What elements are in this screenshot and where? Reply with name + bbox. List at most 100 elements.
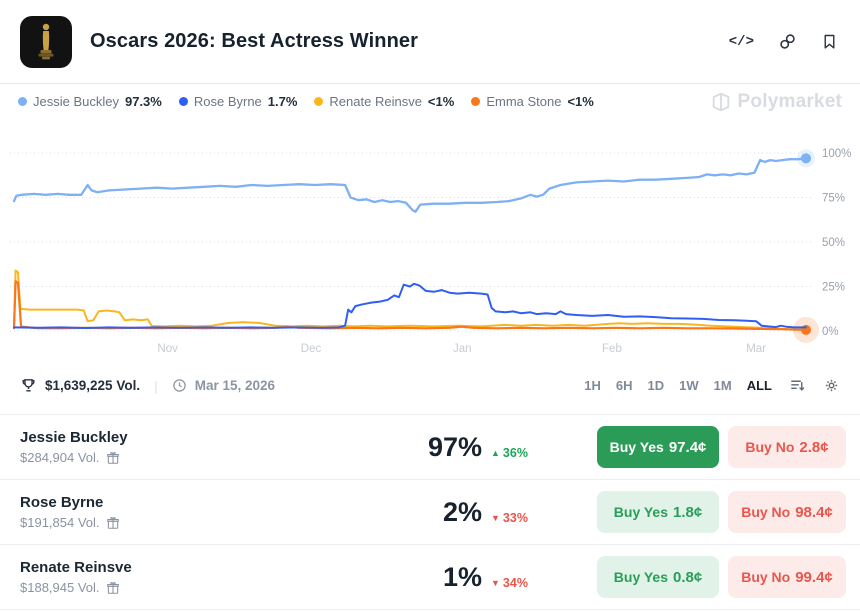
legend-item-jessie-buckley[interactable]: Jessie Buckley 97.3% — [18, 94, 162, 109]
outcome-price-block: 2% ▼ 33% — [400, 497, 569, 528]
legend-name: Emma Stone — [486, 94, 562, 109]
copy-link-icon[interactable] — [778, 32, 797, 51]
buy-yes-label: Buy Yes — [613, 569, 669, 585]
x-axis-label-Feb: Feb — [602, 343, 622, 355]
x-axis-label-Jan: Jan — [453, 343, 472, 355]
total-volume: $1,639,225 Vol. — [45, 378, 141, 393]
buy-yes-label: Buy Yes — [613, 504, 669, 520]
outcome-volume: $191,854 Vol. — [20, 515, 400, 530]
buy-yes-price: 1.8¢ — [673, 503, 703, 521]
chart-legend: Jessie Buckley 97.3% Rose Byrne 1.7% Ren… — [0, 84, 860, 119]
outcome-volume-text: $284,904 Vol. — [20, 450, 100, 465]
polymarket-logo-icon — [712, 92, 729, 111]
y-axis-label-100%: 100% — [822, 148, 851, 160]
arrow-up-icon: ▲ — [491, 447, 500, 458]
x-axis-label-Dec: Dec — [301, 343, 322, 355]
outcome-buttons: Buy Yes 1.8¢ Buy No 98.4¢ — [597, 491, 846, 533]
legend-dot-blue — [178, 97, 188, 106]
outcome-row-rose-byrne[interactable]: Rose Byrne $191,854 Vol. 2% ▼ 33% Buy Ye… — [0, 479, 860, 544]
outcome-price-block: 97% ▲ 36% — [400, 432, 569, 463]
range-button-1w[interactable]: 1W — [679, 378, 699, 393]
bottom-divider — [0, 609, 860, 610]
market-header: Oscars 2026: Best Actress Winner </> — [0, 0, 860, 83]
range-button-all[interactable]: ALL — [746, 378, 772, 393]
outcome-row-renate-reinsve[interactable]: Renate Reinsve $188,945 Vol. 1% ▼ 34% Bu… — [0, 544, 860, 609]
price-chart-svg[interactable]: 100% 75% 50% 25% 0% Nov Dec Jan Feb Mar — [0, 119, 860, 357]
watermark-text: Polymarket — [737, 90, 842, 112]
legend-item-emma-stone[interactable]: Emma Stone <1% — [471, 94, 594, 109]
toolbar-left: $1,639,225 Vol. | Mar 15, 2026 — [20, 377, 275, 394]
outcome-info: Jessie Buckley $284,904 Vol. — [20, 429, 400, 465]
toolbar-separator: | — [154, 377, 158, 394]
bookmark-icon[interactable] — [821, 32, 838, 51]
x-axis-label-Mar: Mar — [746, 343, 766, 355]
buy-no-button[interactable]: Buy No 99.4¢ — [728, 556, 846, 598]
legend-name: Rose Byrne — [193, 94, 262, 109]
gift-icon[interactable] — [106, 516, 120, 530]
buy-no-button[interactable]: Buy No 2.8¢ — [728, 426, 846, 468]
outcome-row-jessie-buckley[interactable]: Jessie Buckley $284,904 Vol. 97% ▲ 36% B… — [0, 414, 860, 479]
change-badge-down: ▼ 33% — [491, 511, 569, 525]
price-chart[interactable]: 100% 75% 50% 25% 0% Nov Dec Jan Feb Mar — [0, 119, 860, 357]
clock-icon — [172, 379, 186, 392]
legend-name: Renate Reinsve — [329, 94, 422, 109]
header-divider — [0, 83, 860, 84]
buy-no-label: Buy No — [745, 439, 795, 455]
legend-item-rose-byrne[interactable]: Rose Byrne 1.7% — [178, 94, 297, 109]
outcome-info: Renate Reinsve $188,945 Vol. — [20, 559, 400, 595]
outcome-probability: 2% — [442, 496, 482, 527]
outcome-volume-text: $191,854 Vol. — [20, 515, 100, 530]
embed-code-icon[interactable]: </> — [728, 33, 754, 50]
outcome-buttons: Buy Yes 97.4¢ Buy No 2.8¢ — [597, 426, 846, 468]
series-line-jessie-buckley — [12, 157, 808, 213]
range-button-6h[interactable]: 6H — [615, 378, 633, 393]
y-axis-label-0%: 0% — [822, 326, 839, 338]
arrow-down-icon: ▼ — [491, 512, 500, 523]
outcome-price-block: 1% ▼ 34% — [400, 562, 569, 593]
outcome-probability: 97% — [427, 431, 482, 462]
change-badge-down: ▼ 34% — [491, 576, 569, 590]
buy-no-button[interactable]: Buy No 98.4¢ — [728, 491, 846, 533]
arrow-down-icon: ▼ — [491, 577, 500, 588]
outcome-volume-text: $188,945 Vol. — [20, 580, 100, 595]
outcome-name: Rose Byrne — [20, 494, 104, 511]
end-dot-jessie-buckley — [801, 153, 811, 164]
gift-icon[interactable] — [106, 581, 120, 595]
polymarket-watermark: Polymarket — [710, 91, 842, 113]
series-line-rose-byrne — [13, 282, 807, 329]
settings-gear-icon[interactable] — [823, 377, 840, 394]
legend-dot-orange — [471, 97, 481, 106]
legend-dot-light-blue — [18, 97, 27, 106]
sort-order-icon[interactable] — [789, 377, 806, 394]
change-value: 34% — [502, 575, 528, 590]
change-badge-up: ▲ 36% — [491, 446, 569, 460]
buy-yes-button[interactable]: Buy Yes 97.4¢ — [597, 426, 719, 468]
outcome-name: Renate Reinsve — [20, 559, 132, 576]
legend-item-renate-reinsve[interactable]: Renate Reinsve <1% — [314, 94, 454, 109]
y-axis-label-25%: 25% — [822, 282, 845, 294]
end-date: Mar 15, 2026 — [194, 378, 276, 393]
range-button-1m[interactable]: 1M — [713, 378, 732, 393]
y-axis-label-75%: 75% — [822, 193, 845, 205]
legend-name: Jessie Buckley — [33, 94, 119, 109]
buy-no-label: Buy No — [741, 504, 791, 520]
y-axis-label-50%: 50% — [822, 237, 845, 249]
chart-toolbar: $1,639,225 Vol. | Mar 15, 2026 1H 6H 1D … — [0, 357, 860, 414]
range-button-1h[interactable]: 1H — [584, 378, 601, 393]
gift-icon[interactable] — [106, 451, 120, 465]
market-thumbnail-oscar-statue — [20, 15, 72, 68]
buy-yes-button[interactable]: Buy Yes 0.8¢ — [597, 556, 719, 598]
outcome-buttons: Buy Yes 0.8¢ Buy No 99.4¢ — [597, 556, 846, 598]
page-title: Oscars 2026: Best Actress Winner — [90, 30, 418, 52]
buy-yes-price: 97.4¢ — [668, 438, 707, 456]
change-value: 36% — [502, 445, 528, 460]
range-button-1d[interactable]: 1D — [647, 378, 665, 393]
buy-yes-button[interactable]: Buy Yes 1.8¢ — [597, 491, 719, 533]
outcome-name: Jessie Buckley — [20, 429, 128, 446]
oscar-statue-icon — [38, 23, 54, 59]
header-actions: </> — [729, 32, 838, 51]
legend-value: <1% — [567, 94, 594, 109]
toolbar-right: 1H 6H 1D 1W 1M ALL — [584, 377, 840, 394]
x-axis-label-Nov: Nov — [157, 343, 178, 355]
outcome-probability: 1% — [442, 561, 482, 592]
